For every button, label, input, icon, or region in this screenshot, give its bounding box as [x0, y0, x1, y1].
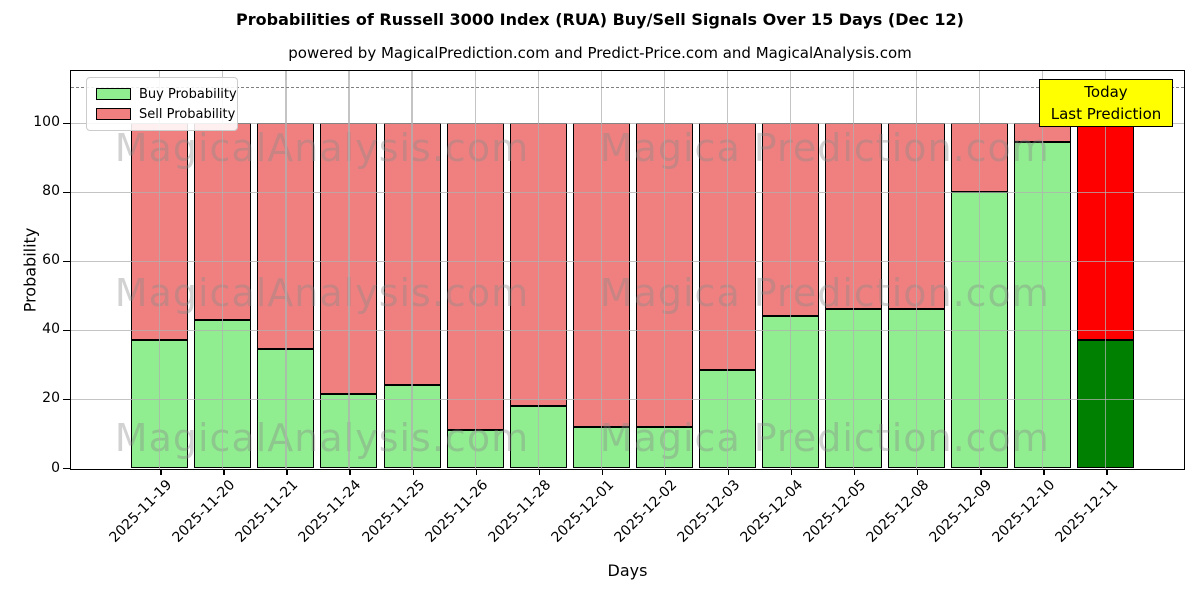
legend: Buy Probability Sell Probability [86, 77, 238, 131]
today-annotation: Today Last Prediction [1039, 79, 1173, 127]
x-tick-label: 2025-12-01 [548, 477, 618, 546]
v-gridline [789, 71, 792, 469]
plot-area: MagicalAnalysis.com Magica Prediction.com… [70, 70, 1185, 470]
y-tick [63, 260, 70, 263]
legend-label-sell: Sell Probability [139, 106, 236, 122]
x-tick-label: 2025-11-19 [106, 477, 176, 546]
y-tick [63, 191, 70, 194]
legend-item-sell: Sell Probability [96, 104, 235, 124]
h-gridline [71, 329, 1184, 332]
x-tick [664, 470, 667, 475]
h-gridline [71, 191, 1184, 193]
sell-probability-swatch [96, 108, 131, 120]
x-tick-label: 2025-12-05 [800, 477, 870, 546]
x-tick [475, 470, 478, 475]
x-tick [412, 470, 414, 475]
y-axis-label: Probability [20, 227, 40, 313]
v-gridline [159, 71, 161, 469]
watermark-text: Magica Prediction.com [599, 415, 1050, 460]
watermark-text: Magica Prediction.com [599, 125, 1050, 170]
dashed-threshold-line [71, 87, 1184, 89]
x-tick-label: 2025-12-10 [989, 477, 1059, 546]
x-tick [1043, 470, 1045, 475]
watermark-text: MagicalAnalysis.com [114, 270, 530, 315]
v-gridline [600, 71, 602, 469]
legend-item-buy: Buy Probability [96, 84, 237, 104]
x-tick-label: 2025-11-28 [485, 477, 555, 546]
x-tick-label: 2025-11-26 [422, 477, 491, 546]
today-annotation-line2: Last Prediction [1050, 105, 1162, 123]
y-tick [63, 398, 70, 401]
x-tick [601, 470, 604, 475]
x-tick-label: 2025-12-08 [863, 477, 933, 546]
y-tick-label: 20 [42, 390, 60, 407]
v-gridline [348, 71, 350, 469]
v-gridline [285, 71, 287, 469]
v-gridline [474, 71, 476, 469]
v-gridline [663, 71, 665, 469]
v-gridline [411, 71, 413, 469]
buy-probability-swatch [96, 88, 131, 100]
v-gridline [979, 71, 981, 469]
watermark-text: MagicalAnalysis.com [114, 125, 530, 170]
x-tick-label: 2025-12-09 [926, 477, 996, 546]
v-gridline [726, 71, 728, 469]
x-tick-label: 2025-12-11 [1052, 477, 1122, 546]
x-tick-label: 2025-12-03 [674, 477, 744, 546]
x-tick [980, 470, 982, 475]
y-tick-label: 0 [51, 459, 60, 476]
x-tick [286, 470, 288, 475]
v-gridline [222, 71, 224, 469]
x-tick-label: 2025-12-02 [611, 477, 681, 546]
watermark-text: MagicalAnalysis.com [114, 415, 530, 460]
chart-title: Probabilities of Russell 3000 Index (RUA… [236, 10, 964, 29]
x-axis-label: Days [607, 561, 648, 580]
x-tick [727, 470, 730, 475]
y-tick [63, 467, 70, 470]
x-tick-label: 2025-11-21 [232, 477, 302, 546]
chart-subtitle: powered by MagicalPrediction.com and Pre… [288, 44, 912, 62]
x-tick [349, 470, 351, 475]
y-tick [63, 329, 70, 332]
y-tick-label: 100 [33, 114, 60, 131]
x-tick [854, 470, 856, 475]
x-tick-label: 2025-11-24 [295, 477, 365, 546]
today-annotation-line1: Today [1084, 83, 1128, 101]
v-gridline [915, 71, 918, 469]
x-tick [538, 470, 541, 475]
x-tick [790, 470, 793, 475]
x-tick-label: 2025-11-20 [169, 477, 239, 546]
watermark-text: Magica Prediction.com [599, 270, 1050, 315]
y-tick-label: 80 [42, 183, 60, 200]
x-tick [917, 470, 919, 475]
x-tick [160, 470, 162, 475]
legend-label-buy: Buy Probability [139, 86, 237, 102]
y-tick [63, 122, 70, 124]
v-gridline [1105, 71, 1107, 469]
x-tick [1106, 470, 1108, 475]
h-gridline [71, 260, 1184, 263]
v-gridline [1042, 71, 1044, 469]
x-tick-label: 2025-11-25 [359, 477, 428, 546]
x-tick-label: 2025-12-04 [737, 477, 807, 546]
v-gridline [852, 71, 855, 469]
x-tick [223, 470, 225, 475]
h-gridline [71, 122, 1184, 124]
y-tick-label: 40 [42, 321, 60, 338]
v-gridline [537, 71, 539, 469]
h-gridline [71, 398, 1184, 401]
